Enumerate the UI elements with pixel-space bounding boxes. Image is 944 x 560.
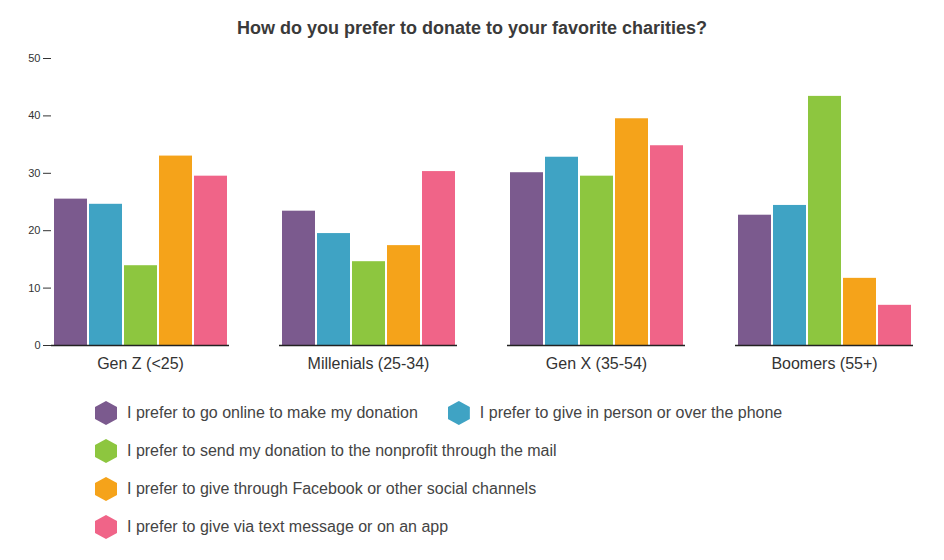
html-text:I prefer to go online to make: I prefer to go online to make my donatio… [127,404,418,421]
svg-text:0: 0 [34,339,40,351]
html-text:I prefer to give through Faceb: I prefer to give through Facebook or oth… [127,480,537,497]
svg-text:Gen Z (<25): Gen Z (<25) [97,355,184,372]
svg-text:Boomers (55+): Boomers (55+) [771,355,877,372]
svg-text:Gen X (35-54): Gen X (35-54) [546,355,647,372]
html-text:I prefer to give in person or: I prefer to give in person or over the p… [479,404,783,421]
svg-text:50: 50 [28,52,40,64]
svg-text:Millenials (25-34): Millenials (25-34) [308,355,430,372]
svg-text:10: 10 [28,282,40,294]
html-text:I prefer to give via text mess: I prefer to give via text message or on … [127,518,449,535]
svg-text:40: 40 [28,109,40,121]
html-text:How do you prefer to donate to: How do you prefer to donate to your favo… [237,18,707,38]
svg-text:30: 30 [28,167,40,179]
svg-text:20: 20 [28,224,40,236]
html-text:I prefer to send my donation t: I prefer to send my donation to the nonp… [127,442,557,459]
